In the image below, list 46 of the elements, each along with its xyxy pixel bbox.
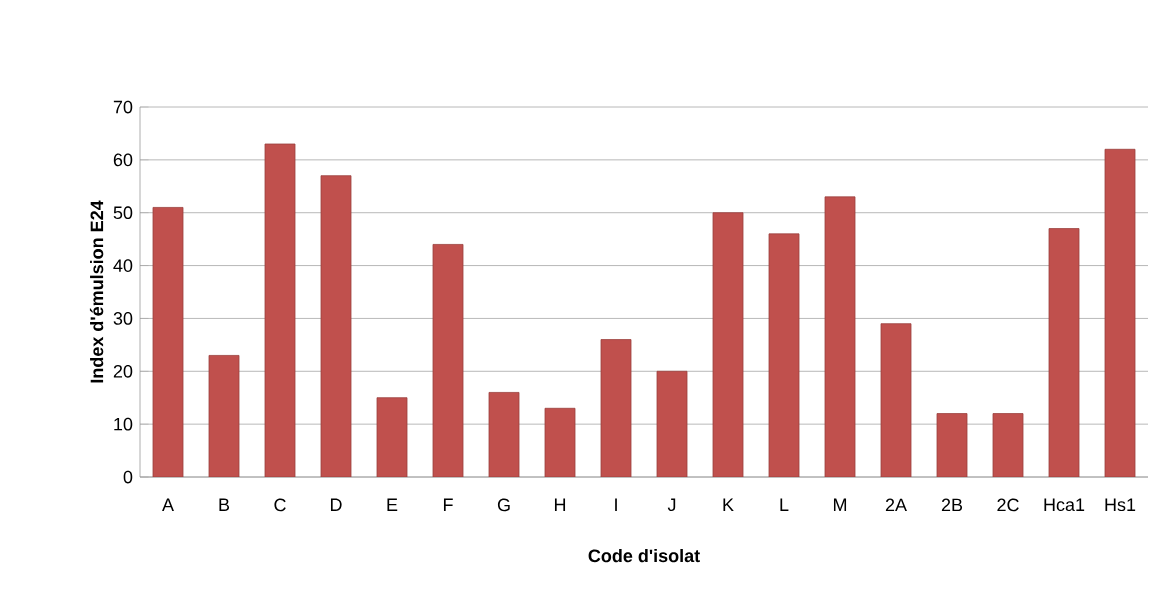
bar: [208, 355, 240, 477]
x-tick-label: 2B: [941, 498, 963, 512]
bar: [1048, 228, 1080, 477]
bar: [1104, 148, 1136, 477]
bar: [768, 233, 800, 477]
x-tick-label: M: [833, 498, 847, 511]
x-tick-label: 2C: [997, 498, 1019, 512]
x-tick-label: B: [219, 498, 230, 511]
y-tick-label: 50: [113, 206, 133, 220]
y-tick-label: 40: [113, 259, 133, 272]
bar: [152, 207, 184, 477]
bar: [936, 413, 968, 477]
x-tick-label: I: [615, 498, 617, 511]
y-tick-label: 60: [113, 153, 133, 167]
x-tick-label: 2A: [885, 498, 907, 512]
x-tick-label: D: [330, 498, 342, 511]
y-tick-label: 0: [123, 470, 133, 484]
x-tick-label: L: [780, 498, 789, 511]
bar: [488, 392, 520, 477]
bar: [656, 370, 688, 477]
y-tick-label: 10: [114, 417, 133, 431]
bar: [824, 196, 856, 477]
x-tick-label: K: [723, 498, 734, 511]
bar: [880, 323, 912, 477]
bar: [992, 413, 1024, 477]
x-tick-label: E: [387, 498, 398, 511]
x-tick-label: F: [443, 498, 453, 511]
x-tick-label: J: [667, 498, 676, 512]
x-tick-label: Hs1: [1105, 498, 1136, 512]
x-tick-label: C: [274, 498, 286, 512]
x-axis-title: Code d'isolat: [588, 548, 700, 563]
x-tick-label: A: [162, 498, 174, 511]
bar: [320, 175, 352, 477]
y-tick-label: 20: [113, 364, 133, 378]
bar: [376, 397, 408, 477]
y-axis-title: Index d'émulsion E24: [89, 200, 104, 383]
bar: [712, 212, 744, 477]
bar: [264, 143, 296, 477]
x-tick-label: H: [554, 498, 566, 511]
x-tick-label: Hca1: [1044, 498, 1085, 512]
y-tick-label: 70: [113, 100, 133, 114]
bar: [600, 339, 632, 477]
bar: [544, 407, 576, 477]
bar: [432, 244, 464, 477]
x-tick-label: G: [497, 498, 510, 512]
y-tick-label: 30: [113, 312, 133, 325]
